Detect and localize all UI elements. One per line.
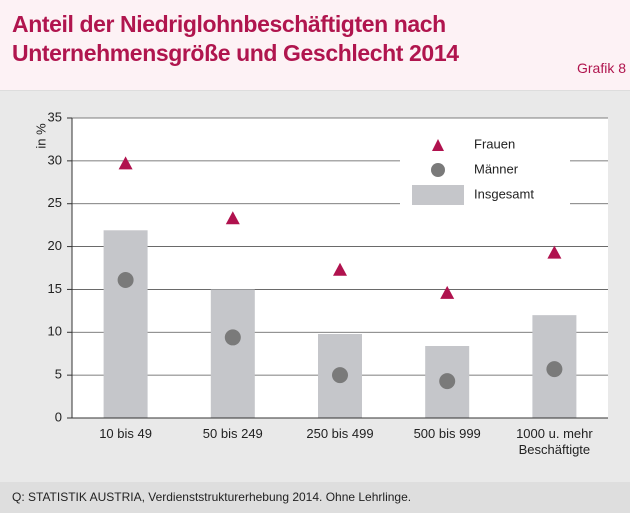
x-tick-label: 1000 u. mehr Beschäftigte [516, 426, 593, 457]
x-tick-label: 50 bis 249 [202, 426, 263, 441]
bar [103, 230, 148, 418]
x-tick-label: 500 bis 999 [413, 426, 481, 441]
dot [439, 373, 456, 390]
triangle [547, 245, 562, 259]
legend-label: Insgesamt [474, 186, 534, 201]
triangle [440, 285, 455, 299]
x-tick-label-box: 250 bis 499 [306, 426, 374, 441]
header: Anteil der Niedriglohnbeschäftigten nach… [0, 0, 630, 91]
triangle [333, 262, 347, 276]
legend-label: Männer [474, 161, 519, 176]
dot [332, 367, 348, 384]
dot [546, 361, 563, 378]
y-tick-label: 5 [55, 367, 62, 382]
x-tick-label-box: 50 bis 249 [202, 426, 263, 441]
legend-swatch [431, 163, 445, 177]
x-tick-label: 10 bis 49 [99, 426, 152, 441]
y-tick-label: 0 [55, 409, 62, 424]
triangle [118, 156, 133, 170]
bar [210, 289, 255, 418]
y-tick-label: 10 [48, 324, 62, 339]
x-tick-label-box: 500 bis 999 [413, 426, 481, 441]
dot [117, 272, 134, 288]
y-tick-label: 20 [48, 238, 62, 253]
x-tick-label: 250 bis 499 [306, 426, 374, 441]
dot [224, 329, 241, 346]
x-tick-label-box: 10 bis 49 [99, 426, 152, 441]
y-tick-label: 25 [48, 195, 62, 210]
legend-swatch [432, 139, 444, 151]
y-tick-label: 35 [48, 109, 62, 124]
legend-swatch [412, 185, 464, 205]
triangle [225, 211, 240, 225]
figure-label: Grafik 8 [576, 60, 626, 76]
title: Anteil der Niedriglohnbeschäftigten nach… [12, 11, 459, 66]
y-tick-label: 15 [48, 281, 62, 296]
x-tick-label-box: 1000 u. mehr Beschäftigte [516, 426, 593, 457]
legend-label: Frauen [474, 136, 515, 151]
source: Q: STATISTIK AUSTRIA, Verdienststrukture… [12, 490, 412, 504]
y-axis-label: in % [33, 123, 48, 149]
y-tick-label: 30 [48, 152, 62, 167]
footer: Q: STATISTIK AUSTRIA, Verdienststrukture… [0, 482, 630, 513]
